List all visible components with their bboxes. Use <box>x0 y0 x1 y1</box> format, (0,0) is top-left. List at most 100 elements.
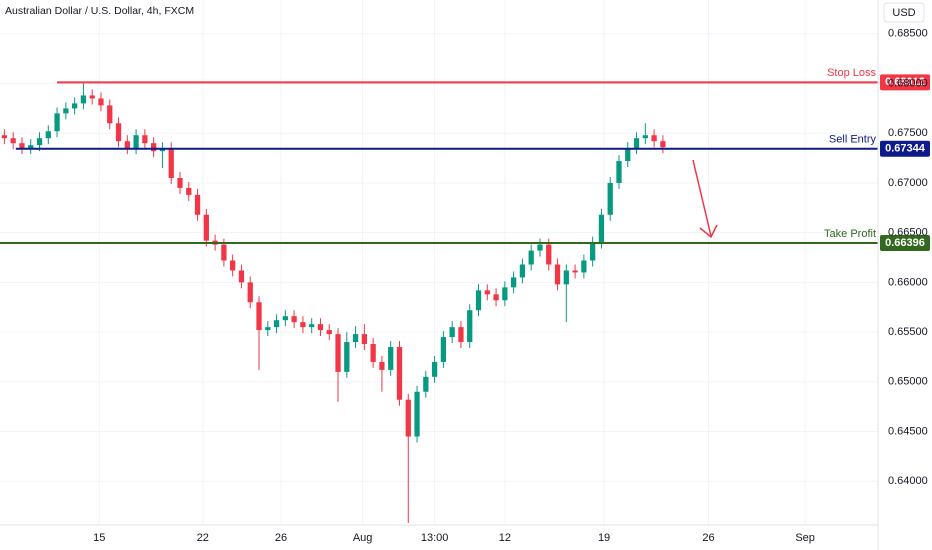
candle-body <box>291 316 297 323</box>
x-tick-label: Aug <box>353 532 373 544</box>
candle-body <box>89 95 95 99</box>
candle-body <box>45 131 51 139</box>
candle-body <box>405 399 411 437</box>
chart-title: Australian Dollar / U.S. Dollar, 4h, FXC… <box>5 5 194 17</box>
candle-body <box>352 334 359 343</box>
candle-body <box>10 138 16 144</box>
y-tick-label: 0.68000 <box>888 77 928 89</box>
x-tick-label: 19 <box>598 532 610 544</box>
candle-body <box>71 103 78 109</box>
candle-body <box>28 145 34 149</box>
currency-button[interactable] <box>883 2 925 23</box>
candle-body <box>493 294 499 301</box>
arrow <box>692 159 718 239</box>
level-name: Take Profit <box>824 228 876 240</box>
candle-body <box>475 290 482 311</box>
candle-body <box>528 250 534 265</box>
candle-body <box>335 334 341 372</box>
candle-body <box>115 123 122 142</box>
candle-body <box>98 98 104 106</box>
x-tick-label: 26 <box>275 532 287 544</box>
y-tick-label: 0.66500 <box>888 227 928 239</box>
level-price-box <box>880 235 930 252</box>
candle-body <box>598 214 605 243</box>
candle-body <box>203 214 209 241</box>
candle-body <box>625 148 631 162</box>
candles <box>1 83 666 524</box>
candle-body <box>651 135 657 142</box>
y-tick-label: 0.64000 <box>888 475 928 487</box>
candle-body <box>63 108 69 114</box>
candle-body <box>502 287 508 301</box>
candle-body <box>510 277 517 288</box>
candle-body <box>265 327 271 331</box>
x-tick-label: Sep <box>795 532 815 544</box>
candle-body <box>449 327 455 338</box>
candle-body <box>581 260 587 273</box>
candle-body <box>370 344 376 362</box>
candle-body <box>230 260 236 271</box>
candle-body <box>616 161 622 183</box>
candle-body <box>440 337 447 362</box>
level-price-box <box>880 140 930 157</box>
y-tick-label: 0.68500 <box>888 28 928 40</box>
candle-body <box>344 342 350 372</box>
candle-body <box>238 270 245 283</box>
candle-body <box>19 143 25 149</box>
currency-label[interactable]: USD <box>892 7 915 19</box>
arrow-shaft <box>692 159 712 237</box>
level-price-label: 0.66396 <box>885 237 925 249</box>
candle-body <box>607 182 613 215</box>
candle-body <box>133 135 139 149</box>
candle-body <box>554 264 561 285</box>
candle-body <box>431 361 438 377</box>
candle-body <box>458 327 464 343</box>
candle-body <box>300 322 306 328</box>
y-tick-label: 0.64500 <box>888 425 928 437</box>
candle-body <box>54 113 60 132</box>
candle-body <box>186 187 192 195</box>
levels: Stop Loss 0.68012 Sell Entry 0.67344 Take Pr… <box>0 67 930 252</box>
candle-body <box>642 135 648 139</box>
candle-body <box>537 244 543 251</box>
candle-body <box>80 95 87 104</box>
candle-body <box>546 244 552 265</box>
x-tick-label: 22 <box>197 532 209 544</box>
candle-body <box>660 141 666 148</box>
candle-body <box>177 177 183 188</box>
candle-body <box>124 141 130 149</box>
x-tick-label: 12 <box>499 532 511 544</box>
candle-body <box>467 310 473 343</box>
candle-body <box>388 347 394 370</box>
candle-body <box>247 282 253 303</box>
y-tick-label: 0.65000 <box>888 376 928 388</box>
candle-body <box>361 334 368 345</box>
candle-body <box>273 320 280 328</box>
level-price-box <box>880 74 930 91</box>
candle-body <box>563 270 569 285</box>
candle-body <box>221 244 227 261</box>
candle-body <box>572 270 578 273</box>
candle-body <box>142 135 148 144</box>
level-price-label: 0.68012 <box>885 76 925 88</box>
candle-body <box>423 376 429 392</box>
candle-body <box>107 105 113 124</box>
x-tick-label: 15 <box>93 532 105 544</box>
candle-body <box>590 242 596 261</box>
level-price-label: 0.67344 <box>885 143 926 155</box>
candle-body <box>484 290 490 295</box>
grid <box>0 0 878 525</box>
arrow-head <box>699 224 718 239</box>
x-tick-label: 26 <box>702 532 714 544</box>
level-name: Sell Entry <box>829 134 877 146</box>
candle-body <box>151 143 157 152</box>
candle-body <box>519 264 526 278</box>
level-name: Stop Loss <box>827 67 876 79</box>
y-tick-label: 0.65500 <box>888 326 928 338</box>
candle-body <box>256 302 262 331</box>
y-tick-label: 0.66000 <box>888 276 928 288</box>
candle-body <box>309 324 315 328</box>
candle-body <box>633 138 640 149</box>
